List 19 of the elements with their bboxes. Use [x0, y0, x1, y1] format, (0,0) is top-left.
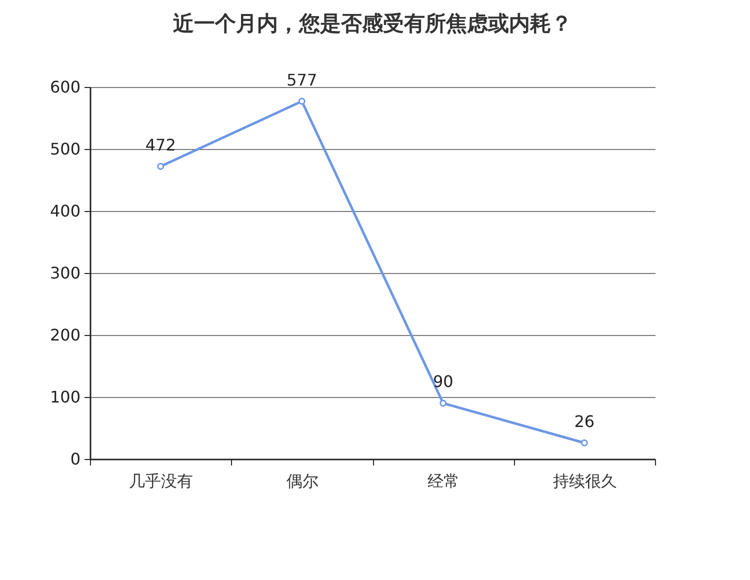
y-tick-label: 600 [50, 78, 80, 96]
data-label: 90 [432, 372, 454, 392]
y-tick-label: 300 [50, 264, 80, 282]
point [298, 98, 306, 105]
chart-title: 近一个月内，您是否感受有所焦虑或内耗？ [172, 11, 572, 36]
y-tick-label: 200 [50, 326, 80, 344]
data-label: 26 [574, 412, 595, 431]
x-tick-label: 经常 [428, 472, 460, 490]
data-label: 577 [286, 70, 318, 90]
y-tick-label: 0 [70, 450, 80, 468]
point [157, 162, 164, 170]
y-tick-label: 400 [50, 202, 80, 220]
y-tick-label: 500 [50, 140, 80, 158]
y-tick-label: 100 [50, 388, 80, 406]
x-tick-label: 偶尔 [286, 472, 318, 490]
x-tick-label: 几乎没有 [129, 472, 194, 490]
point [440, 400, 447, 407]
x-tick-label: 持续很久 [552, 472, 617, 490]
point [580, 439, 588, 446]
